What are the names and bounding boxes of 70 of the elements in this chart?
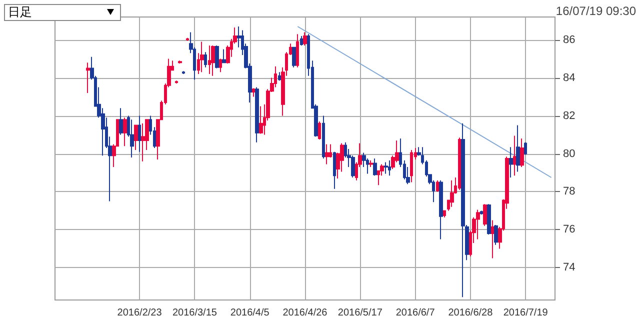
candlestick xyxy=(300,35,303,46)
candlestick xyxy=(491,220,494,259)
x-tick-label: 2016/4/26 xyxy=(282,308,328,318)
candlestick xyxy=(450,180,454,208)
candlestick xyxy=(278,72,281,82)
candlestick xyxy=(141,122,145,162)
x-tick-label: 2016/4/5 xyxy=(230,308,270,318)
candlestick xyxy=(134,124,138,150)
dropdown-field: 日足 xyxy=(4,4,121,21)
text: 16/07/19 09:30 xyxy=(556,4,636,18)
candlestick xyxy=(274,66,277,88)
x-tick-label: 2016/5/17 xyxy=(338,308,383,318)
candlestick xyxy=(175,80,178,84)
candlestick xyxy=(296,34,299,68)
candlestick xyxy=(384,162,388,174)
candlestick xyxy=(487,204,491,235)
candlestick xyxy=(178,60,182,64)
y-tick-label: 82 xyxy=(563,110,576,122)
y-tick-label: 84 xyxy=(563,72,576,84)
x-tick-label: 2016/7/19 xyxy=(503,308,548,318)
y-tick-label: 86 xyxy=(563,34,576,46)
candlestick xyxy=(255,86,259,143)
candlestick xyxy=(222,48,226,64)
candlestick xyxy=(322,115,325,159)
candlestick xyxy=(215,44,219,69)
x-tick-label: 2016/2/23 xyxy=(117,308,162,318)
candlestick xyxy=(373,158,377,176)
candlestick xyxy=(480,210,483,216)
candlestick xyxy=(509,146,513,178)
candlestick xyxy=(388,160,391,176)
candlestick xyxy=(476,209,480,240)
y-tick-label: 80 xyxy=(563,148,576,160)
candlestick xyxy=(130,119,134,158)
y-tick-label: 78 xyxy=(563,186,576,198)
candlestick xyxy=(458,137,461,190)
candlestick xyxy=(461,122,465,298)
y-tick-label: 76 xyxy=(563,224,576,236)
candlestick xyxy=(483,204,487,226)
x-tick-label: 2016/3/15 xyxy=(172,308,218,318)
candlestick xyxy=(443,210,446,218)
candlestick xyxy=(513,135,516,176)
candlestick xyxy=(186,37,189,42)
candlestick xyxy=(86,62,90,94)
candlestick xyxy=(252,88,255,98)
candlestick xyxy=(123,117,127,147)
candlestick xyxy=(219,58,222,73)
x-tick-label: 2016/6/7 xyxy=(396,308,436,318)
candlestick xyxy=(436,180,439,192)
candlestick xyxy=(333,151,336,190)
candlestick xyxy=(325,144,329,165)
x-tick-label: 2016/6/28 xyxy=(448,308,494,318)
candlestick xyxy=(303,32,307,46)
candlestick xyxy=(292,46,296,68)
candlestick xyxy=(119,108,123,136)
candlestick xyxy=(259,106,263,134)
candlestick xyxy=(182,70,185,74)
candlestick xyxy=(211,44,215,76)
candlestick xyxy=(520,138,524,168)
candlestick xyxy=(204,52,207,68)
candlestick xyxy=(524,142,527,156)
candlestick xyxy=(318,120,321,140)
candlestick xyxy=(369,160,373,168)
candlestick xyxy=(138,115,141,152)
candlestick xyxy=(208,44,211,74)
candlestick xyxy=(200,41,204,73)
candlestick xyxy=(516,124,520,172)
y-tick-label: 74 xyxy=(563,262,576,274)
candlestick xyxy=(410,149,413,183)
candlestick xyxy=(494,224,498,246)
candlestick xyxy=(439,180,443,240)
